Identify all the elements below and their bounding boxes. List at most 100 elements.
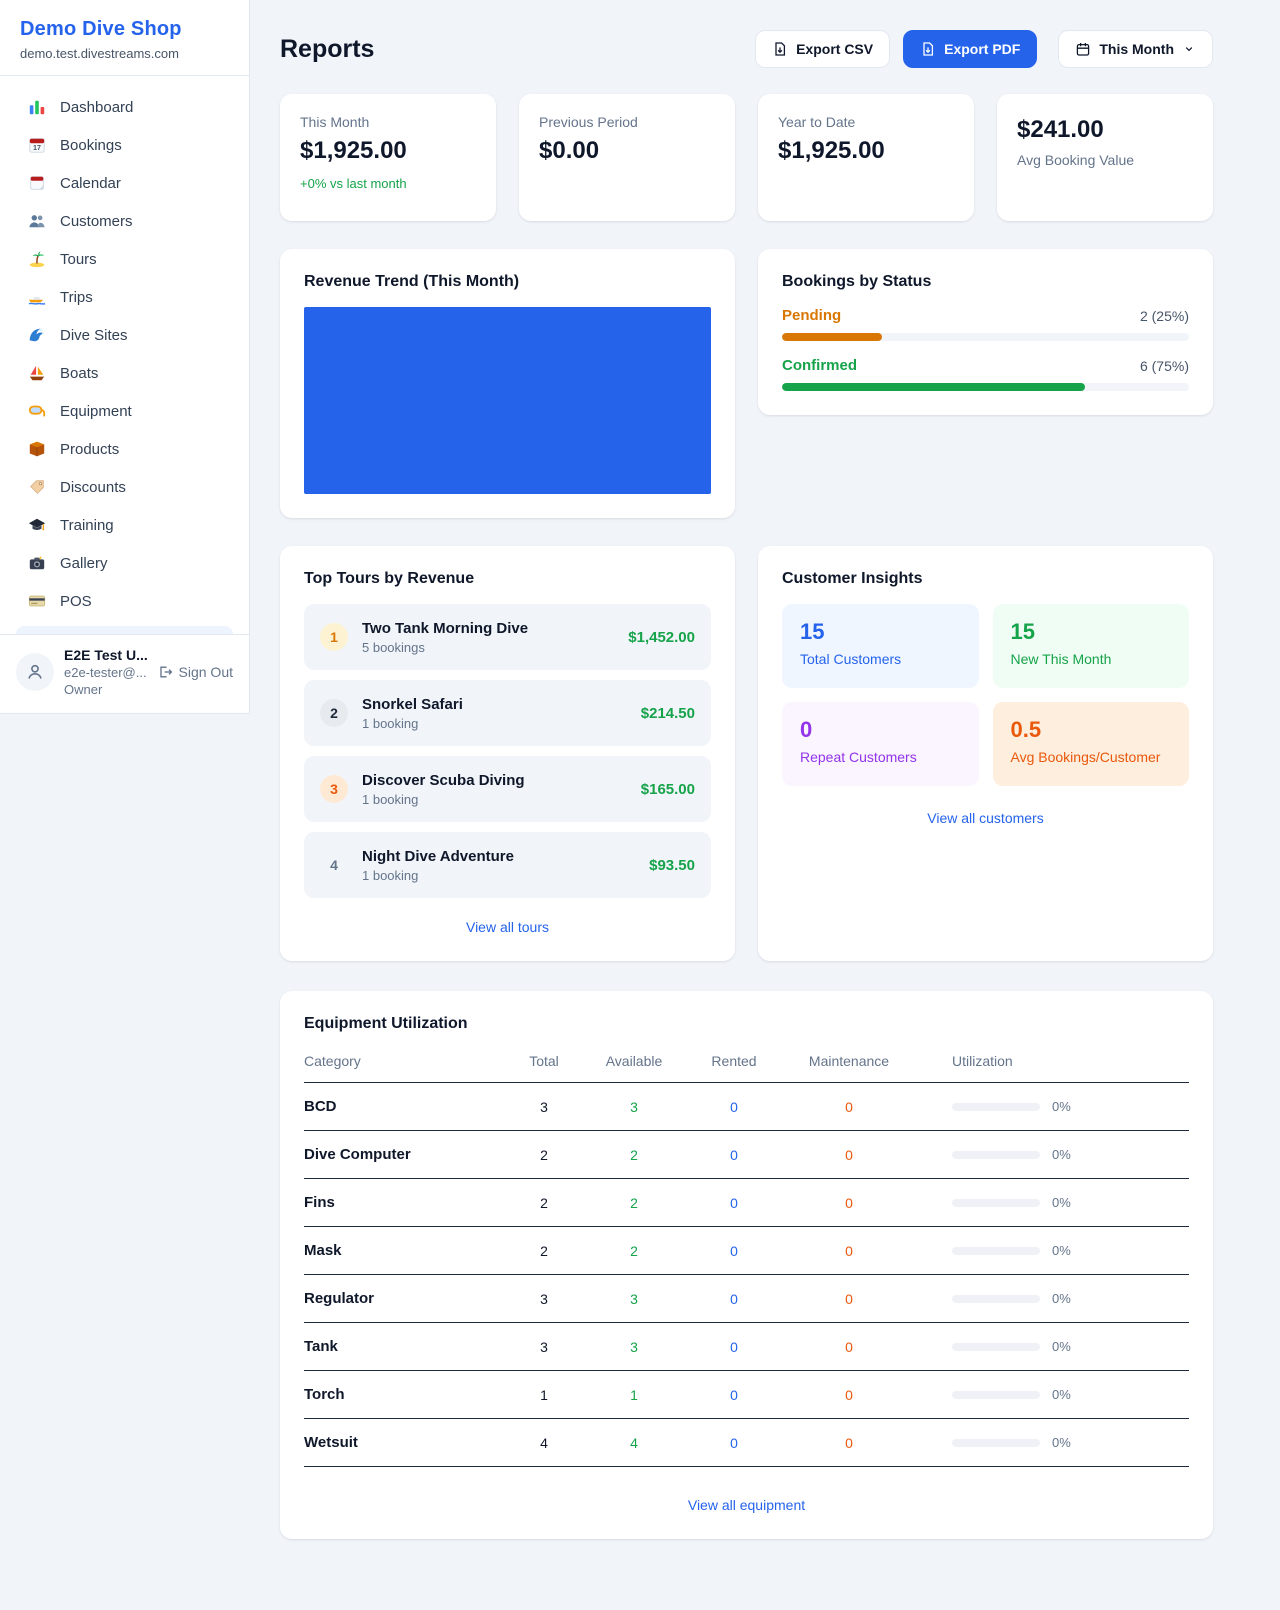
tour-row[interactable]: 4 Night Dive Adventure 1 booking $93.50 [304,832,711,898]
cell-available: 2 [630,1194,638,1211]
status-value: 6 (75%) [1139,357,1189,374]
utilization-bar [952,1198,1040,1207]
table-row: Tank 3 3 0 0 0% [304,1323,1189,1371]
file-download-icon [775,42,786,56]
export-csv-button[interactable]: Export CSV [755,30,891,68]
sidebar-item-dive-sites[interactable]: Dive Sites [8,316,241,354]
table-row: BCD 3 3 0 0 0% [304,1083,1189,1131]
sidebar-item-pos[interactable]: POS [8,582,241,620]
sidebar-item-reports-active-partial[interactable] [16,626,233,634]
sidebar-item-trips[interactable]: Trips [8,278,241,316]
package-icon [28,440,46,458]
tile-repeat-customers: 0 Repeat Customers [782,702,979,786]
export-pdf-button[interactable]: Export PDF [903,30,1038,68]
utilization-pct: 0% [1052,1435,1071,1450]
status-value: 2 (25%) [1139,307,1189,324]
sidebar: Demo Dive Shop demo.test.divestreams.com… [0,0,250,714]
stat-label: Avg Booking Value [1017,152,1135,168]
sidebar-item-products[interactable]: Products [8,430,241,468]
cell-maintenance: 0 [845,1290,853,1307]
tour-row[interactable]: 1 Two Tank Morning Dive 5 bookings $1,45… [304,604,711,670]
dive-mask-icon [28,402,46,420]
stat-delta: +0% vs last month [300,176,407,191]
sidebar-item-customers[interactable]: Customers [8,202,241,240]
cell-total: 2 [540,1194,548,1211]
table-row: Dive Computer 2 2 0 0 0% [304,1131,1189,1179]
sidebar-item-calendar[interactable]: Calendar [8,164,241,202]
sidebar-item-label: Tours [60,250,97,268]
rank-badge: 3 [320,775,348,803]
sidebar-item-label: POS [60,592,92,610]
status-row-pending: Pending 2 (25%) [782,307,1189,341]
equipment-table-header: Category Total Available Rented Maintena… [304,1053,1189,1083]
sidebar-item-label: Trips [60,288,93,306]
view-all-tours-link[interactable]: View all tours [465,919,549,935]
customer-insights-title: Customer Insights [782,570,923,587]
revenue-trend-card: Revenue Trend (This Month) [280,249,735,518]
user-info: E2E Test U... e2e-tester@... Owner [64,647,148,697]
utilization-bar [952,1246,1040,1255]
progress-fill [782,333,882,341]
cell-rented: 0 [730,1242,738,1259]
view-all-customers-link[interactable]: View all customers [927,810,1044,826]
cell-available: 2 [630,1146,638,1163]
sidebar-item-training[interactable]: Training [8,506,241,544]
tour-bookings: 5 bookings [362,639,425,655]
cell-utilization: 0% [914,1243,1189,1258]
cell-utilization: 0% [914,1147,1189,1162]
graduation-cap-icon [28,516,46,534]
revenue-trend-bar [304,307,711,494]
stat-card-previous-period: Previous Period $0.00 [519,94,735,221]
sidebar-item-equipment[interactable]: Equipment [8,392,241,430]
view-all-equipment-link[interactable]: View all equipment [687,1497,806,1513]
sidebar-nav: Dashboard 17 Bookings Calendar Customers… [0,76,249,620]
cell-category: Tank [304,1338,338,1355]
tour-row[interactable]: 3 Discover Scuba Diving 1 booking $165.0… [304,756,711,822]
tile-value: 0.5 [1010,717,1042,742]
top-tours-card: Top Tours by Revenue 1 Two Tank Morning … [280,546,735,961]
tile-value: 15 [1010,619,1035,644]
cell-rented: 0 [730,1290,738,1307]
sidebar-item-label: Dive Sites [60,326,128,344]
export-csv-label: Export CSV [796,41,874,57]
cell-total: 2 [540,1146,548,1163]
progress-track [782,383,1189,391]
sailboat-icon [28,364,46,382]
chevron-down-icon [1185,47,1193,52]
tile-avg-bookings-customer: 0.5 Avg Bookings/Customer [992,702,1189,786]
tour-amount: $165.00 [640,780,695,798]
sign-out-button[interactable]: Sign Out [157,664,233,680]
utilization-pct: 0% [1052,1147,1071,1162]
table-row: Mask 2 2 0 0 0% [304,1227,1189,1275]
sidebar-item-discounts[interactable]: Discounts [8,468,241,506]
logout-icon [159,666,172,678]
tour-name: Snorkel Safari [362,695,463,713]
person-icon [28,664,42,679]
sidebar-item-label: Dashboard [60,98,134,116]
utilization-bar [952,1102,1040,1111]
sidebar-item-gallery[interactable]: Gallery [8,544,241,582]
equipment-title: Equipment Utilization [304,1015,468,1032]
cell-utilization: 0% [914,1195,1189,1210]
sidebar-item-dashboard[interactable]: Dashboard [8,88,241,126]
island-icon [28,250,46,268]
tour-row[interactable]: 2 Snorkel Safari 1 booking $214.50 [304,680,711,746]
utilization-bar [952,1342,1040,1351]
period-dropdown[interactable]: This Month [1058,30,1213,68]
stats-row: This Month $1,925.00 +0% vs last month P… [280,94,1213,221]
svg-text:17: 17 [33,143,41,152]
sidebar-user-footer: E2E Test U... e2e-tester@... Owner Sign … [0,634,249,713]
cell-category: Torch [304,1386,345,1403]
sidebar-item-tours[interactable]: Tours [8,240,241,278]
cell-utilization: 0% [914,1099,1189,1114]
cell-total: 2 [540,1242,548,1259]
sidebar-item-bookings[interactable]: 17 Bookings [8,126,241,164]
stat-card-avg-booking-value: $241.00 Avg Booking Value [997,94,1213,221]
tour-bookings: 1 booking [362,715,419,731]
top-tours-title: Top Tours by Revenue [304,570,475,587]
utilization-bar [952,1390,1040,1399]
sidebar-item-boats[interactable]: Boats [8,354,241,392]
tag-icon [28,478,46,496]
people-icon [28,212,46,230]
column-header-maintenance: Maintenance [808,1053,890,1069]
